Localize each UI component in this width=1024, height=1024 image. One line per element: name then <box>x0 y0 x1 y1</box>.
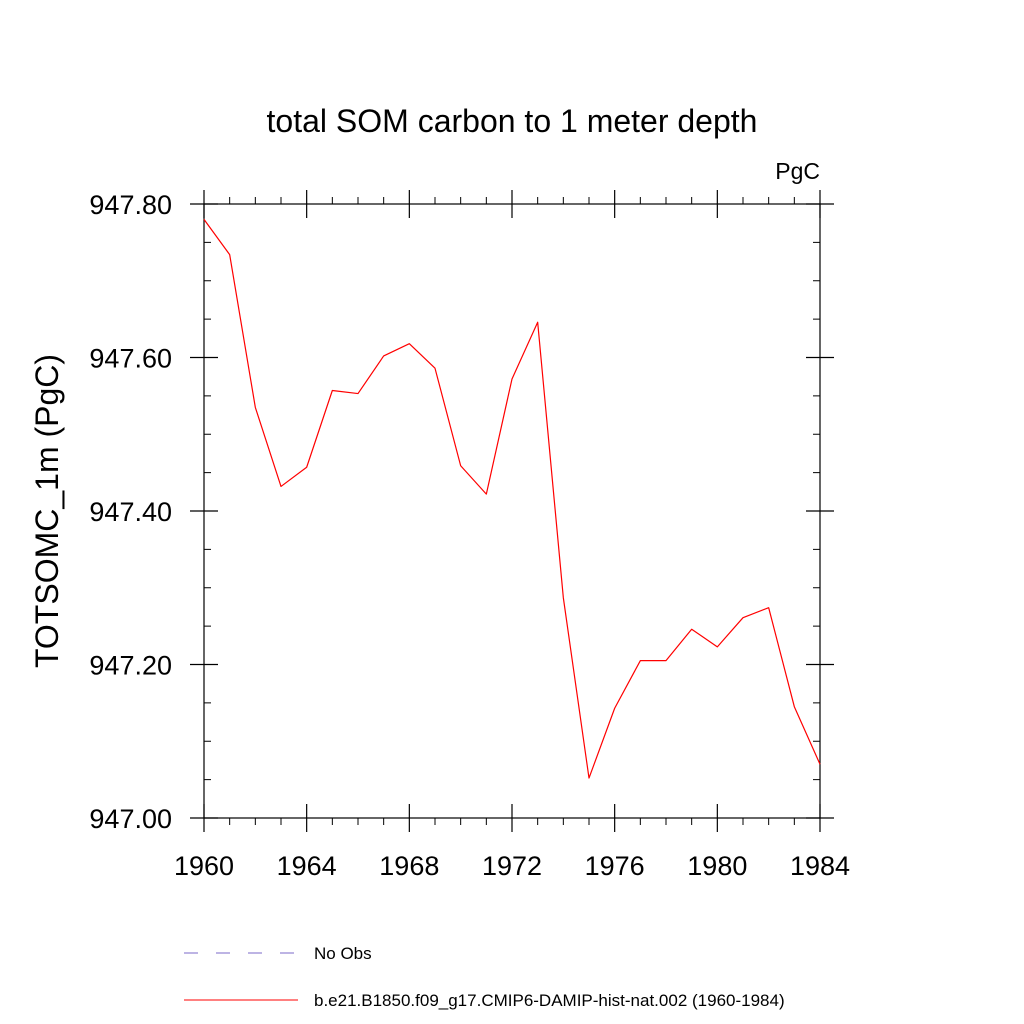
x-tick-label: 1980 <box>687 851 747 881</box>
y-axis-ticks: 947.00 947.20 947.40 947.60 947.80 <box>89 190 834 834</box>
x-tick-label: 1972 <box>482 851 542 881</box>
x-tick-label: 1976 <box>585 851 645 881</box>
plot-frame <box>203 203 821 819</box>
legend-label: No Obs <box>314 944 372 963</box>
minor-ticks <box>204 197 820 825</box>
units-label: PgC <box>775 158 820 184</box>
y-tick-label: 947.60 <box>89 344 172 374</box>
series-layer <box>203 218 821 779</box>
y-tick-label: 947.40 <box>89 497 172 527</box>
legend: No Obs b.e21.B1850.f09_g17.CMIP6-DAMIP-hi… <box>184 944 785 1010</box>
series-line <box>203 218 821 779</box>
plot-border <box>203 203 821 819</box>
x-tick-label: 1960 <box>174 851 234 881</box>
x-tick-label: 1984 <box>790 851 850 881</box>
y-tick-label: 947.80 <box>89 190 172 220</box>
y-tick-label: 947.20 <box>89 651 172 681</box>
x-tick-label: 1968 <box>379 851 439 881</box>
chart-title: total SOM carbon to 1 meter depth <box>267 103 758 139</box>
x-axis-ticks: 1960 1964 1968 1972 1976 1980 1984 <box>174 190 850 881</box>
y-axis-label: TOTSOMC_1m (PgC) <box>29 354 65 668</box>
legend-label: b.e21.B1850.f09_g17.CMIP6-DAMIP-hist-nat… <box>314 991 785 1010</box>
y-tick-label: 947.00 <box>89 804 172 834</box>
x-tick-label: 1964 <box>277 851 337 881</box>
